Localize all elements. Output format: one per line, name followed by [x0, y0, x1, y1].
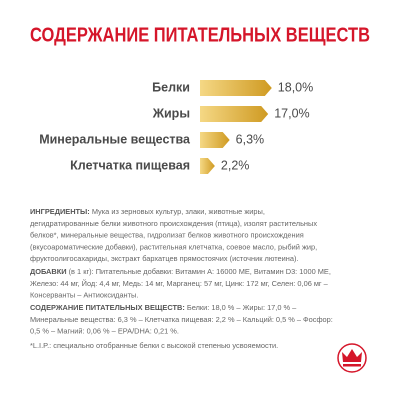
paragraph-text: (в 1 кг): Питательные добавки: Витамин А… [67, 267, 331, 276]
text-block: ИНГРЕДИЕНТЫ: Мука из зерновых культур, з… [30, 207, 333, 350]
paragraph-line: Консерванты – Антиоксиданты. [30, 291, 138, 300]
paragraph-text: дегидратированные белки животного происх… [30, 219, 317, 228]
logo-crown [342, 349, 362, 362]
chart-title: СОДЕРЖАНИЕ ПИТАТЕЛЬНЫХ ВЕЩЕСТВ [30, 24, 370, 46]
logo-base [343, 364, 361, 367]
paragraph-text: фруктоолигосахариды, экстракт бархатцев … [30, 254, 298, 263]
category-label: Белки [152, 80, 190, 94]
chart: Белки 18,0% Жиры 17,0% Минеральные вещества 6… [39, 80, 313, 174]
bar [200, 158, 215, 174]
paragraph-line: Минеральные вещества: 6,3 % – Клетчатка … [30, 315, 333, 324]
paragraph-line: 0,5 % – Магний: 0,06 % – EPA/DHA: 0,21 %… [30, 327, 179, 336]
paragraph-line: ИНГРЕДИЕНТЫ: Мука из зерновых культур, з… [30, 207, 265, 216]
paragraph-text: 0,5 % – Магний: 0,06 % – EPA/DHA: 0,21 %… [30, 327, 179, 336]
paragraph-line: фруктоолигосахариды, экстракт бархатцев … [30, 254, 298, 263]
value-label: 17,0% [274, 106, 309, 120]
paragraph-text: (вкусоароматические добавки), растительн… [30, 242, 317, 251]
category-label: Клетчатка пищевая [70, 158, 190, 172]
paragraph-text: Минеральные вещества: 6,3 % – Клетчатка … [30, 315, 333, 324]
paragraph-text: Мука из зерновых культур, злаки, животны… [90, 207, 265, 216]
logo [337, 343, 367, 373]
paragraph-label: ИНГРЕДИЕНТЫ: [30, 207, 90, 216]
footnote: *L.I.P.: специально отобранные белки с в… [30, 341, 278, 350]
paragraph-line: белков*, минеральные вещества, гидролиза… [30, 231, 304, 240]
bar [200, 80, 272, 96]
paragraph-text: Консерванты – Антиоксиданты. [30, 291, 138, 300]
category-label: Минеральные вещества [39, 132, 191, 146]
value-label: 18,0% [278, 80, 313, 94]
bar [200, 106, 269, 122]
bar [200, 132, 230, 148]
paragraph-line: дегидратированные белки животного происх… [30, 219, 317, 228]
paragraph-text: белков*, минеральные вещества, гидролиза… [30, 231, 304, 240]
paragraph-label: СОДЕРЖАНИЕ ПИТАТЕЛЬНЫХ ВЕЩЕСТВ: [30, 303, 185, 312]
category-label: Жиры [152, 106, 190, 120]
paragraph-line: СОДЕРЖАНИЕ ПИТАТЕЛЬНЫХ ВЕЩЕСТВ: Белки: 1… [30, 303, 297, 312]
paragraph-line: (вкусоароматические добавки), растительн… [30, 242, 317, 251]
paragraph-label: ДОБАВКИ [30, 267, 67, 276]
paragraph-text: Железо: 44 мг, Йод: 4,4 мг, Медь: 14 мг,… [30, 279, 329, 288]
paragraph-line: ДОБАВКИ (в 1 кг): Питательные добавки: В… [30, 267, 331, 276]
paragraph-line: Железо: 44 мг, Йод: 4,4 мг, Медь: 14 мг,… [30, 279, 329, 288]
value-label: 2,2% [221, 158, 250, 172]
value-label: 6,3% [236, 132, 265, 146]
paragraph-text: Белки: 18,0 % – Жиры: 17,0 % – [185, 303, 297, 312]
